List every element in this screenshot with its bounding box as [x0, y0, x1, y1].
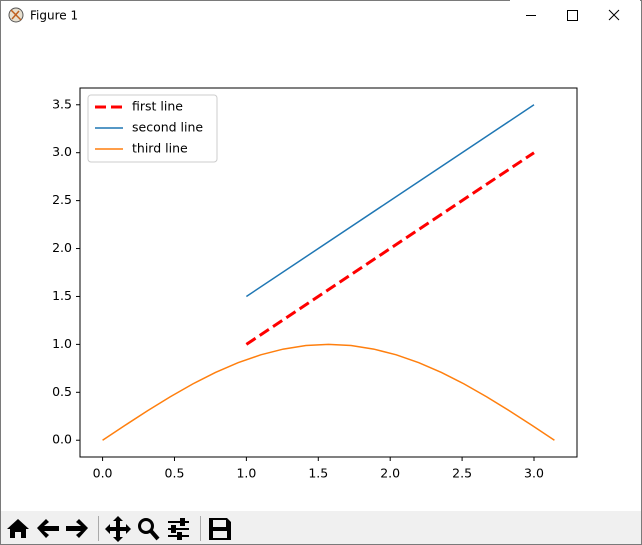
legend-box: [87, 94, 218, 163]
zoom-button[interactable]: [138, 518, 160, 541]
x-tick-label: 3.0: [524, 466, 544, 481]
x-tick-label: 1.5: [308, 466, 328, 481]
x-tick-label: 0.0: [93, 466, 113, 481]
home-icon: [7, 519, 29, 538]
home-button[interactable]: [7, 519, 29, 538]
pan-button[interactable]: [105, 516, 131, 542]
legend-label: second line: [132, 120, 203, 135]
y-tick-label: 3.0: [52, 144, 72, 159]
y-tick-label: 0.0: [52, 432, 72, 447]
save-button[interactable]: [209, 518, 231, 540]
configure-button[interactable]: [168, 518, 189, 540]
slider-knob: [177, 532, 182, 540]
title-bar: Figure 1: [8, 0, 640, 30]
back-icon: [37, 519, 59, 538]
close-icon: [608, 9, 620, 21]
maximize-area[interactable]: [552, 0, 594, 30]
series-line: [102, 343, 555, 441]
window-title: Figure 1: [30, 9, 78, 23]
x-tick-label: 2.5: [452, 466, 472, 481]
series-line: [245, 151, 535, 346]
y-tick-label: 3.5: [52, 96, 72, 111]
back-button[interactable]: [37, 519, 59, 538]
app-icon-detail: [10, 9, 22, 21]
toolbar-buttons: [7, 516, 231, 542]
toolbar: [1, 511, 641, 544]
forward-button[interactable]: [66, 519, 88, 538]
y-tick-label: 1.5: [52, 288, 72, 303]
slider-knob: [171, 525, 176, 533]
minimize-button[interactable]: [510, 0, 552, 30]
close-button[interactable]: [594, 0, 640, 30]
zoom-icon: [138, 518, 154, 534]
y-tick-label: 0.5: [52, 384, 72, 399]
axes-frame: [79, 87, 578, 458]
slider-knob: [180, 518, 185, 526]
x-tick-label: 2.0: [380, 466, 400, 481]
legend-label: first line: [132, 99, 183, 114]
save-icon: [209, 518, 231, 540]
y-tick-label: 2.0: [52, 240, 72, 255]
y-tick-label: 2.5: [52, 192, 72, 207]
maximize-icon: [567, 10, 578, 21]
zoom-handle: [149, 529, 160, 541]
y-tick-label: 1.0: [52, 336, 72, 351]
x-tick-label: 0.5: [165, 466, 185, 481]
x-tick-label: 1.0: [236, 466, 256, 481]
legend-label: third line: [132, 141, 188, 156]
forward-icon: [66, 519, 88, 538]
close-area[interactable]: [594, 0, 640, 30]
maximize-button[interactable]: [552, 0, 594, 30]
series-line: [245, 104, 535, 298]
pan-icon: [105, 516, 131, 542]
plot: 0.0 0.5 1.0 1.5 2.0 2.5 3.0 0.0 0.5 1.0 1.5 2.0 2.5 3…: [52, 87, 578, 481]
